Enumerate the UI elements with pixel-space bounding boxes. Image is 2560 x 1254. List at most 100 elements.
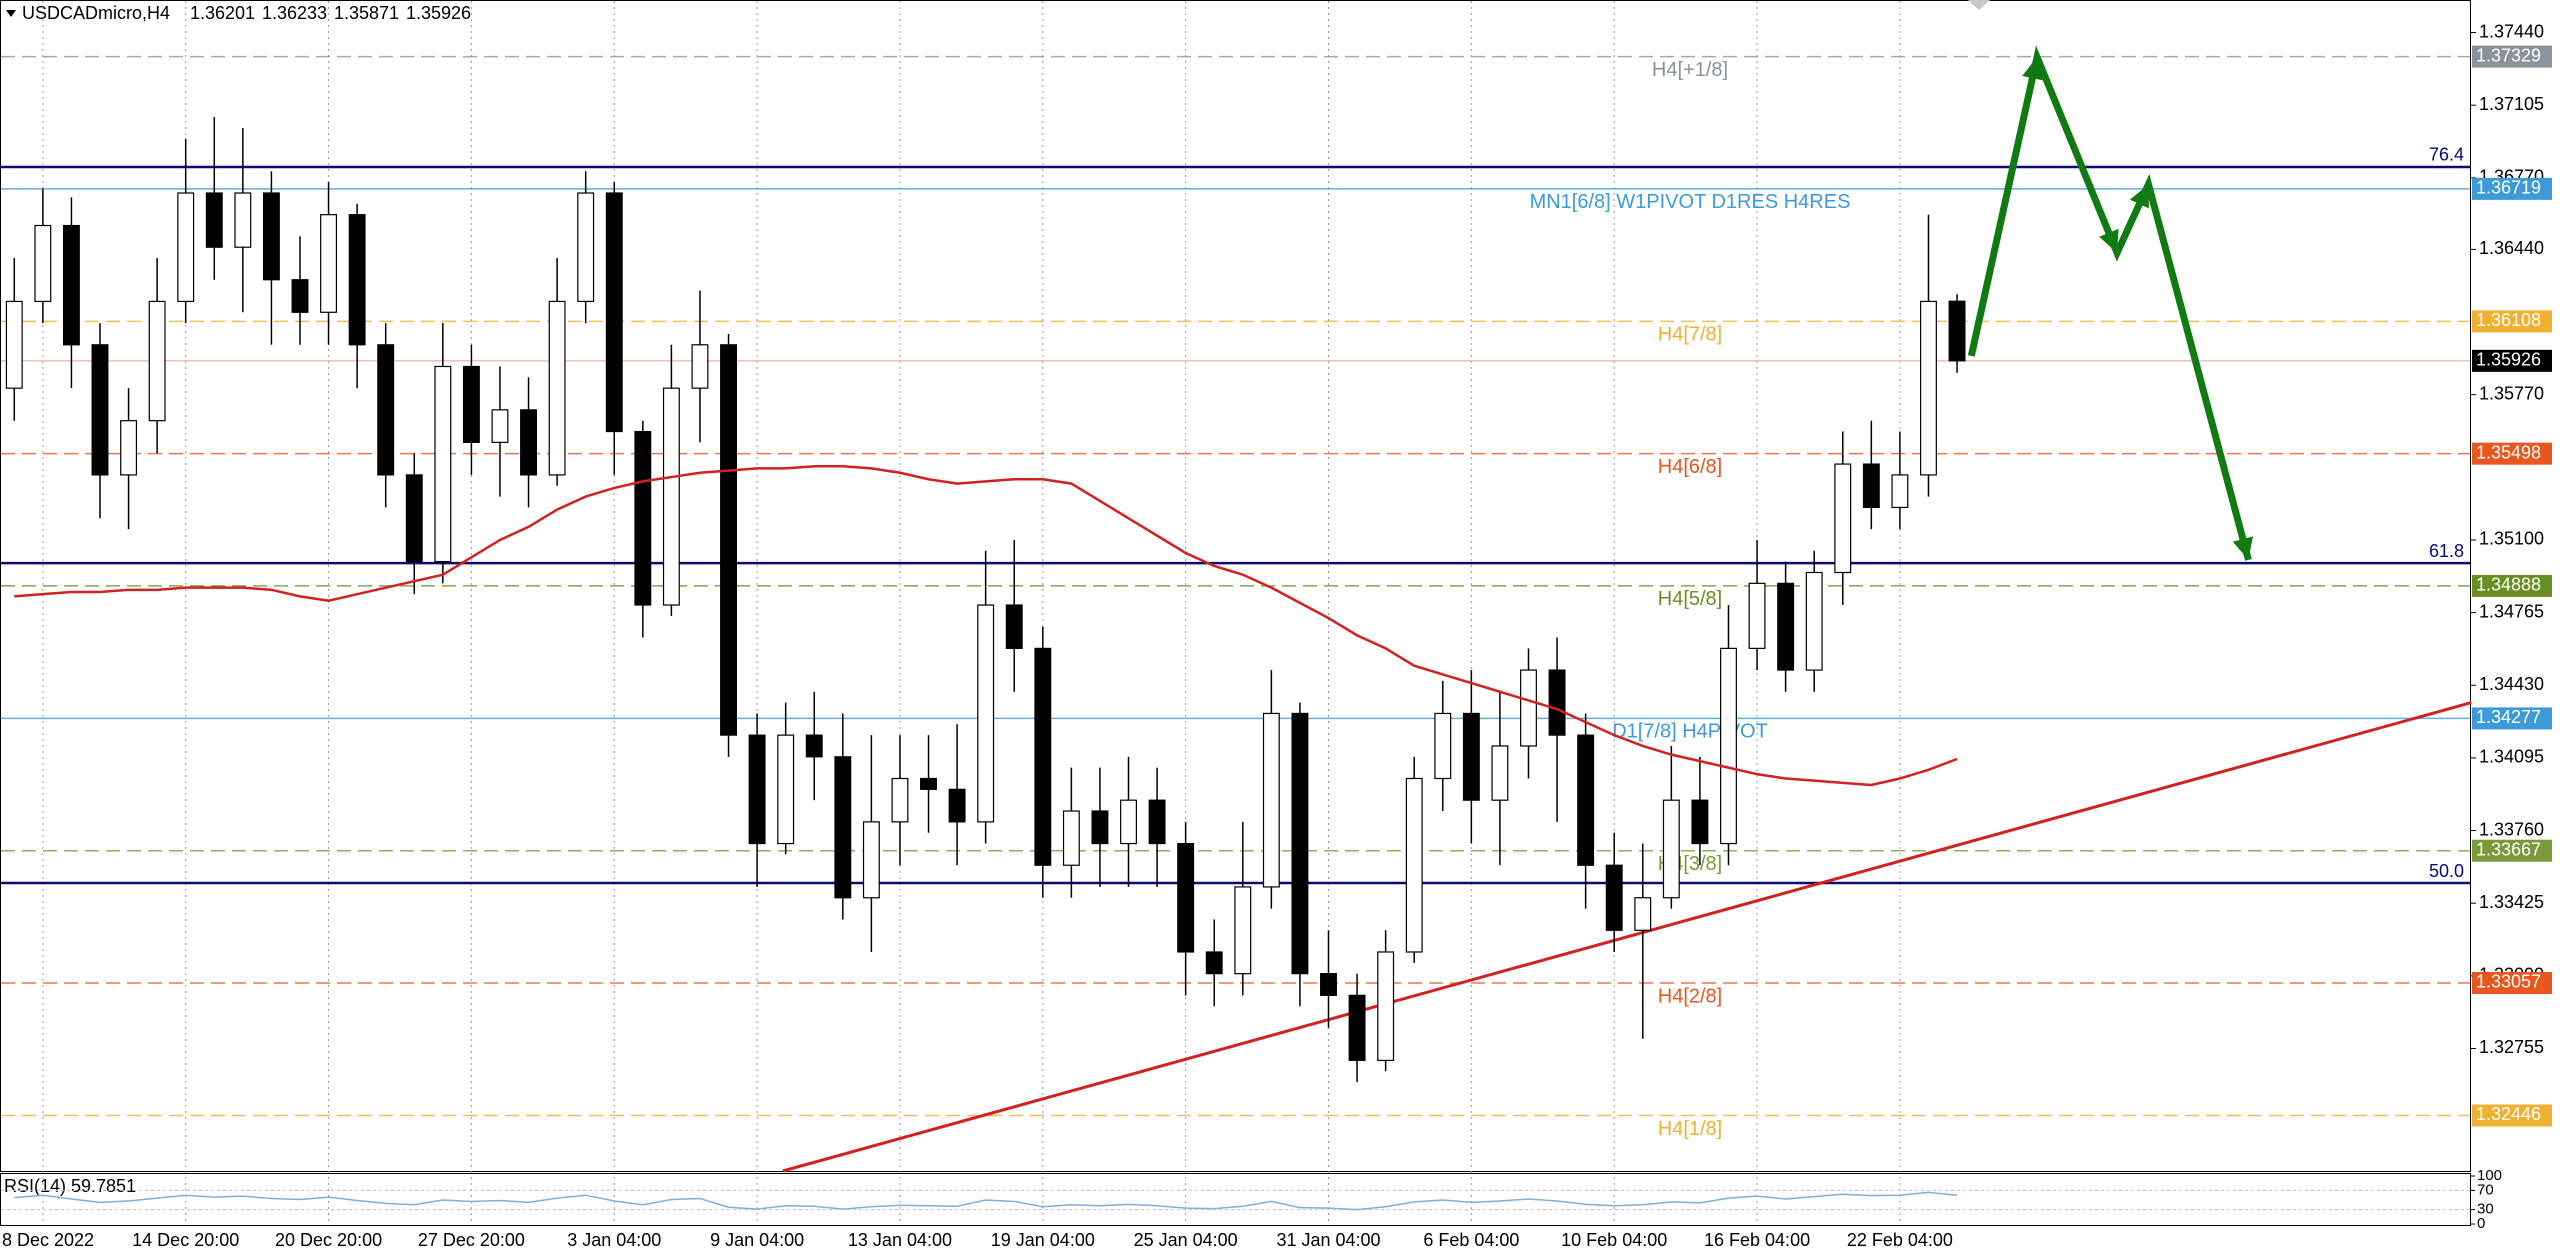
candle-body [234,192,252,248]
price-box [2472,177,2552,200]
fib-label: 50.0 [2429,861,2464,881]
header-open: 1.36201 [190,3,255,23]
header-low: 1.35871 [334,3,399,23]
rsi-tick-label: 100 [2477,1167,2502,1184]
candle-body [1434,712,1452,780]
price-box [2472,45,2552,68]
price-box-label: 1.33057 [2476,972,2541,992]
y-tick-label: 1.34765 [2479,601,2544,621]
y-tick-label: 1.37105 [2479,94,2544,114]
forecast-path [1967,45,2252,561]
candle-body [720,344,737,736]
x-tick-label: 10 Feb 04:00 [1561,1230,1667,1250]
price-box [2472,310,2552,333]
level-text: H4[6/8] [1658,456,1722,478]
price-box [2472,707,2552,730]
candle-body [891,777,909,823]
candle-body [1177,842,1195,953]
candle-body [1805,571,1823,671]
price-box [2472,349,2552,372]
candle-body [577,192,595,303]
y-tick-label: 1.32755 [2479,1037,2544,1057]
candle-body [1634,897,1652,931]
candle-body [205,192,223,248]
candle-body [377,344,395,476]
header-close: 1.35926 [406,3,471,23]
candle-body [462,365,480,443]
candle-body [1205,951,1223,975]
rsi-panel [0,1173,2471,1226]
candle-body [405,474,423,563]
x-tick-label: 16 Feb 04:00 [1704,1230,1810,1250]
candle-body [1062,810,1080,866]
candle-body [691,344,709,389]
candle-body [1748,582,1766,649]
candle-body [262,192,280,281]
candle-body [5,300,23,389]
x-tick-label: 9 Jan 04:00 [710,1230,804,1250]
candle-body [1120,799,1137,845]
x-tick-label: 31 Jan 04:00 [1276,1230,1380,1250]
candle-body [91,344,109,476]
candle-body [1777,582,1795,671]
candle-body [1891,474,1909,509]
candle-body [1262,712,1280,888]
candle-body [1091,810,1109,845]
price-box-label: 1.35926 [2476,350,2541,370]
candle-body [62,224,80,346]
candle-body [491,409,509,443]
candle-body [548,300,566,476]
price-box-label: 1.37329 [2476,45,2541,65]
x-tick-label: 20 Dec 20:00 [275,1230,382,1250]
candle-body [1462,712,1480,801]
forecast-arrowhead [2232,536,2253,560]
rsi-tick-label: 30 [2477,1201,2494,1218]
price-box-label: 1.34277 [2476,707,2541,727]
x-tick-label: 3 Jan 04:00 [567,1230,661,1250]
candle-body [634,430,652,606]
candle-body [1548,669,1566,736]
candle-body [291,279,309,313]
price-box-label: 1.34888 [2476,575,2541,595]
candle-body [1662,799,1680,899]
y-tick-label: 1.37440 [2479,21,2544,41]
candle-body [1862,463,1880,509]
price-box-label: 1.32446 [2476,1104,2541,1124]
level-text: H4[1/8] [1658,1118,1722,1140]
candle-body [777,734,795,845]
fib-label: 76.4 [2429,145,2464,165]
price-box-label: 1.33667 [2476,839,2541,859]
y-tick-label: 1.36440 [2479,238,2544,258]
x-tick-label: 19 Jan 04:00 [991,1230,1095,1250]
candle-body [1405,777,1423,953]
menu-arrow[interactable] [6,10,16,17]
level-text: MN1[6/8] W1PIVOT D1RES H4RES [1530,191,1851,213]
trendline [782,701,2472,1173]
y-tick-label: 1.33425 [2479,892,2544,912]
candle-body [1605,864,1623,931]
level-text: H4[+1/8] [1652,59,1728,81]
price-box [2472,1104,2552,1127]
candle-body [320,214,338,313]
candle-body [1948,300,1966,362]
shift-marker [1968,0,1990,10]
y-tick-label: 1.33760 [2479,819,2544,839]
candle-body [1691,799,1709,845]
candle-body [1148,799,1166,845]
x-tick-label: 14 Dec 20:00 [132,1230,239,1250]
candle-body [834,756,852,899]
moving-average [14,464,1958,787]
header-symbol: USDCADmicro,H4 [22,3,170,23]
candle-body [1348,994,1366,1062]
candle-body [1291,712,1309,975]
candle-body [1577,734,1595,866]
y-tick-label: 1.34430 [2479,674,2544,694]
candle-body [1491,745,1509,801]
candle-body [605,192,623,433]
rsi-tick-label: 70 [2477,1181,2494,1198]
header-high: 1.36233 [262,3,327,23]
x-tick-label: 6 Feb 04:00 [1423,1230,1519,1250]
candle-body [1520,669,1537,747]
candle-body [148,300,166,422]
price-box [2472,971,2552,994]
